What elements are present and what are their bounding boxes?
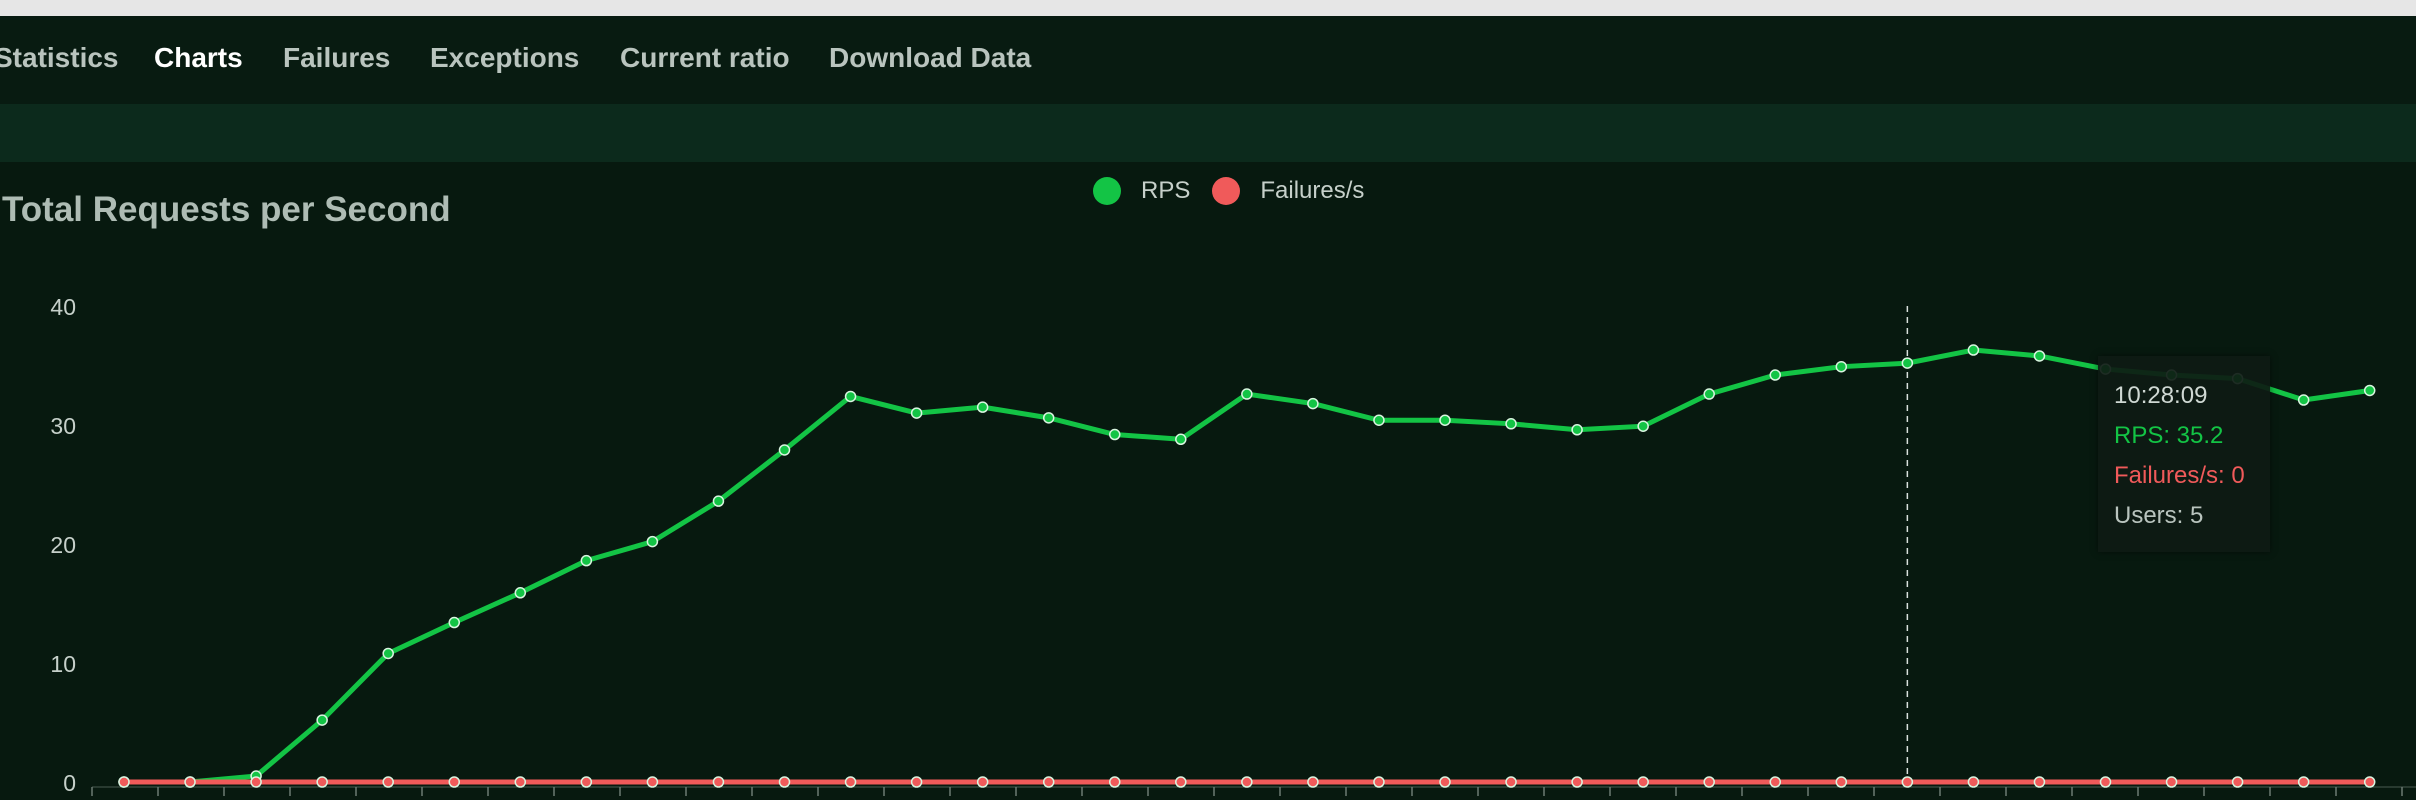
chart-tooltip: 10:28:09 RPS: 35.2 Failures/s: 0 Users: … — [2098, 356, 2270, 552]
rps-data-point — [1703, 388, 1715, 400]
failures-data-point — [712, 776, 725, 788]
failures-data-point — [976, 776, 989, 788]
failures-data-point — [2099, 776, 2112, 788]
y-tick-label: 0 — [63, 770, 76, 796]
rps-data-point — [646, 535, 659, 548]
rps-data-point — [1637, 420, 1649, 432]
failures-data-point — [1967, 776, 1980, 788]
failures-data-point — [514, 776, 527, 788]
tab-charts[interactable]: Charts — [154, 42, 243, 73]
tab-download-data[interactable]: Download Data — [829, 42, 1032, 73]
failures-data-point — [1109, 776, 1121, 788]
failures-data-point — [646, 776, 659, 788]
rps-data-point — [1373, 414, 1385, 426]
rps-data-point — [316, 714, 328, 726]
failures-data-point — [250, 776, 262, 788]
legend-dot-failures — [1212, 177, 1241, 205]
failures-data-point — [316, 776, 328, 788]
failures-data-point — [118, 776, 130, 788]
y-tick-label: 20 — [50, 532, 76, 558]
rps-data-point — [514, 587, 527, 599]
failures-data-point — [1901, 776, 1914, 788]
rps-data-point — [712, 495, 725, 507]
failures-data-point — [1505, 776, 1517, 788]
failures-data-point — [2231, 776, 2244, 788]
rps-data-point — [1769, 369, 1781, 381]
failures-data-point — [580, 776, 593, 788]
failures-data-point — [2033, 776, 2046, 788]
rps-data-point — [1439, 414, 1451, 426]
rps-data-point — [1109, 428, 1121, 441]
rps-data-point — [910, 407, 923, 419]
tab-failures[interactable]: Failures — [283, 42, 391, 73]
failures-data-point — [382, 776, 394, 788]
tab-current-ratio[interactable]: Current ratio — [620, 42, 790, 73]
rps-data-point — [1901, 357, 1914, 369]
failures-data-point — [1835, 776, 1848, 788]
failures-data-point — [2297, 776, 2310, 788]
rps-data-point — [2297, 394, 2310, 406]
legend-label-rps: RPS — [1141, 177, 1191, 204]
failures-data-point — [1571, 776, 1583, 788]
rps-data-point — [382, 647, 394, 660]
y-tick-label: 10 — [50, 651, 76, 677]
rps-data-point — [778, 444, 791, 456]
rps-data-point — [844, 390, 857, 403]
legend-dot-rps — [1093, 177, 1121, 205]
rps-data-point — [1505, 418, 1517, 430]
failures-data-point — [184, 776, 196, 788]
tab-exceptions[interactable]: Exceptions — [430, 42, 580, 73]
y-tick-label: 30 — [50, 413, 76, 439]
failures-data-point — [1769, 776, 1781, 788]
tooltip-failures: Failures/s: 0 — [2114, 462, 2245, 489]
rps-data-point — [2363, 384, 2376, 397]
tooltip-rps: RPS: 35.2 — [2114, 422, 2224, 449]
failures-data-point — [1439, 776, 1451, 788]
failures-data-point — [910, 776, 923, 788]
rps-data-point — [1241, 388, 1253, 400]
failures-data-point — [448, 776, 460, 788]
browser-top-strip — [0, 0, 2416, 16]
toolbar-band — [0, 104, 2416, 162]
rps-data-point — [580, 554, 593, 567]
y-tick-label: 40 — [50, 294, 76, 320]
rps-data-point — [976, 401, 989, 413]
legend-label-failures: Failures/s — [1260, 177, 1365, 204]
failures-data-point — [1637, 776, 1649, 788]
legend-item-failures[interactable]: Failures/s — [1212, 177, 1364, 205]
tab-statistics[interactable]: Statistics — [0, 42, 119, 73]
rps-data-point — [448, 616, 460, 629]
failures-data-point — [1241, 776, 1253, 788]
rps-data-point — [1307, 397, 1319, 410]
rps-data-point — [1042, 412, 1055, 424]
failures-data-point — [2363, 776, 2376, 788]
failures-data-point — [1373, 776, 1385, 788]
rps-data-point — [1835, 360, 1848, 373]
tooltip-time: 10:28:09 — [2114, 382, 2208, 409]
chart-legend: RPS Failures/s — [1093, 173, 1386, 209]
failures-data-point — [778, 776, 791, 788]
rps-series-line — [124, 347, 2371, 785]
failures-data-point — [1042, 776, 1055, 788]
rps-data-point — [1571, 424, 1583, 436]
failures-data-point — [1703, 776, 1715, 788]
tooltip-users: Users: 5 — [2114, 502, 2204, 529]
legend-item-rps[interactable]: RPS — [1093, 177, 1190, 205]
rps-data-point — [2033, 350, 2046, 362]
failures-data-point — [2165, 776, 2178, 788]
rps-data-point — [1175, 433, 1187, 446]
rps-data-point — [1967, 344, 1980, 356]
failures-data-point — [844, 776, 857, 788]
failures-data-point — [1307, 776, 1319, 788]
failures-data-point — [1175, 776, 1187, 788]
chart-title: Total Requests per Second — [2, 190, 451, 229]
